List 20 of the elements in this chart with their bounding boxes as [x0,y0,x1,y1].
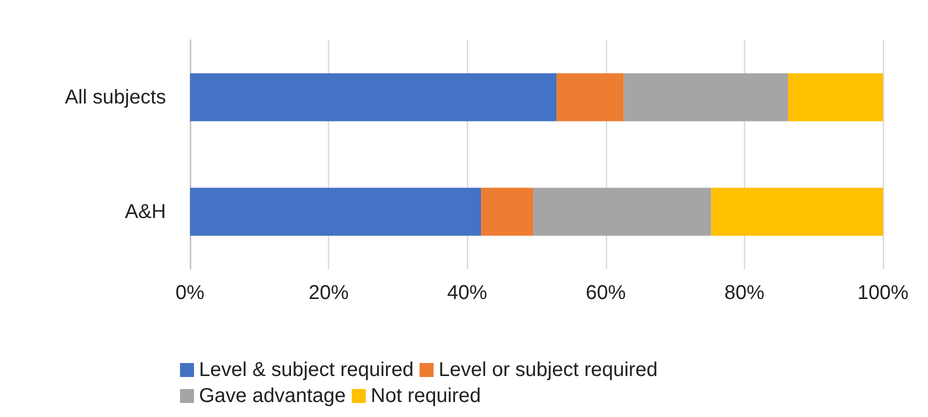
bar [533,188,712,236]
legend-label: Level or subject required [438,359,658,381]
bar [190,73,557,122]
bar [556,73,624,122]
bar [481,188,534,236]
x-tick-label: 40% [447,282,488,304]
bar [624,73,788,122]
y-tick-label: All subjects [64,86,166,108]
legend-label: Level & subject required [199,359,414,381]
bar [711,188,883,236]
x-tick-label: 0% [176,282,205,304]
bar [788,73,883,122]
bar [190,188,482,236]
x-tick-label: 20% [308,282,349,304]
x-tick-label: 100% [857,282,909,304]
y-tick-label: A&H [124,200,166,223]
legend-label: Gave advantage [199,385,346,407]
legend-label: Not required [370,385,481,407]
x-tick-label: 60% [586,282,626,304]
x-tick-label: 80% [724,282,765,304]
